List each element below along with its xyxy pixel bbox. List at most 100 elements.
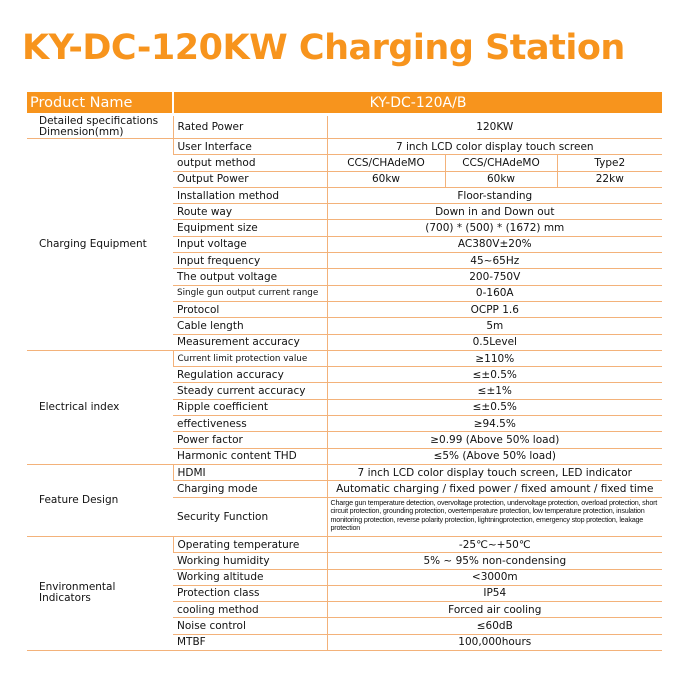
- spec-label: Rated Power: [172, 114, 327, 139]
- spec-label: Harmonic content THD: [173, 448, 327, 465]
- spec-value: AC380V±20%: [326, 236, 663, 254]
- spec-value: Floor-standing: [326, 187, 663, 205]
- spec-row: Regulation accuracy ≤±0.5%: [27, 366, 663, 384]
- spec-row: Route way Down in and Down out: [27, 203, 663, 221]
- spec-row: Environmental Indicators Operating temper…: [27, 536, 663, 651]
- spec-value: -25℃~+50℃: [326, 536, 663, 554]
- spec-label: Equipment size: [173, 219, 327, 237]
- spec-label: Route way: [173, 203, 327, 221]
- spec-row: Security Function Charge gun temperature …: [27, 497, 663, 537]
- spec-label: output method: [173, 154, 327, 172]
- spec-value: 60kw: [444, 171, 557, 188]
- spec-row: Protection class IP54: [27, 585, 663, 603]
- spec-value: Automatic charging / fixed power / fixed…: [326, 480, 663, 498]
- spec-value: ≤±0.5%: [326, 366, 663, 384]
- spec-label: Output Power: [173, 171, 327, 188]
- spec-value: 5m: [326, 317, 663, 335]
- spec-value: 120KW: [326, 114, 663, 139]
- spec-value: 60kw: [326, 171, 445, 188]
- spec-label: Noise control: [173, 617, 327, 635]
- spec-label: Ripple coefficient: [173, 399, 327, 417]
- spec-row: Harmonic content THD ≤5% (Above 50% load): [27, 448, 663, 465]
- spec-value: 7 inch LCD color display touch screen, L…: [326, 464, 663, 482]
- section-name-line: Dimension(mm): [39, 126, 124, 138]
- spec-label: The output voltage: [173, 268, 327, 286]
- section-name: Electrical index: [27, 350, 173, 465]
- spec-label: Input voltage: [173, 236, 327, 254]
- spec-row: Output Power 60kw 60kw 22kw: [27, 171, 663, 188]
- spec-value: CCS/CHAdeMO: [444, 154, 557, 172]
- spec-row: MTBF 100,000hours: [27, 634, 663, 651]
- spec-row: Charging mode Automatic charging / fixed …: [27, 480, 663, 498]
- spec-value: 5% ~ 95% non-condensing: [326, 552, 663, 570]
- spec-label: Protection class: [173, 585, 327, 603]
- spec-value: ≥94.5%: [326, 415, 663, 433]
- spec-row: Working altitude <3000m: [27, 569, 663, 586]
- header-value: KY-DC-120A/B: [171, 92, 663, 116]
- spec-row: Steady current accuracy ≤±1%: [27, 382, 663, 400]
- spec-label: Power factor: [173, 431, 327, 449]
- spec-row: Single gun output current range 0-160A: [27, 285, 663, 302]
- spec-label: Working altitude: [173, 569, 327, 586]
- spec-value: 100,000hours: [326, 634, 663, 651]
- spec-label: Cable length: [173, 317, 327, 335]
- spec-value: 200-750V: [326, 268, 663, 286]
- page-title: KY-DC-120KW Charging Station: [22, 28, 625, 68]
- spec-value: 0.5Level: [326, 334, 663, 351]
- spec-value: 0-160A: [326, 285, 663, 302]
- spec-label: Security Function: [173, 497, 327, 537]
- spec-row: output method CCS/CHAdeMO CCS/CHAdeMO Type2: [27, 154, 663, 172]
- spec-value: Type2: [556, 154, 663, 172]
- header-row: Product Name KY-DC-120A/B: [27, 92, 663, 116]
- section-name: Detailed specifications Dimension(mm): [27, 114, 173, 139]
- section-name-line: Feature Design: [39, 493, 119, 506]
- spec-row: Detailed specifications Dimension(mm) Rate…: [27, 114, 663, 139]
- spec-value: Down in and Down out: [326, 203, 663, 221]
- spec-value: ≤5% (Above 50% load): [326, 448, 663, 465]
- spec-row: Power factor ≥0.99 (Above 50% load): [27, 431, 663, 449]
- spec-value: (700) * (500) * (1672) mm: [326, 219, 663, 237]
- spec-row: Input voltage AC380V±20%: [27, 236, 663, 254]
- spec-row: Charging Equipment User Interface 7 inch L…: [27, 138, 663, 351]
- spec-row: cooling method Forced air cooling: [27, 601, 663, 619]
- spec-label: User Interface: [172, 138, 327, 156]
- spec-label: Working humidity: [173, 552, 327, 570]
- section-name-line: Environmental Indicators: [39, 581, 116, 605]
- spec-value: <3000m: [326, 569, 663, 586]
- spec-value: ≤±0.5%: [326, 399, 663, 417]
- spec-value: CCS/CHAdeMO: [326, 154, 445, 172]
- spec-table: Product Name KY-DC-120A/B Detailed speci…: [27, 92, 663, 651]
- spec-value: ≥0.99 (Above 50% load): [326, 431, 663, 449]
- section-name: Charging Equipment: [27, 138, 173, 351]
- spec-label: Charging mode: [173, 480, 327, 498]
- spec-value: IP54: [326, 585, 663, 603]
- spec-value: ≤±1%: [326, 382, 663, 400]
- section-name-line: Detailed specifications: [39, 115, 159, 127]
- spec-label: HDMI: [172, 464, 327, 482]
- spec-label: cooling method: [173, 601, 327, 619]
- spec-value: 7 inch LCD color display touch screen: [326, 138, 663, 156]
- spec-value: ≤60dB: [326, 617, 663, 635]
- spec-row: Input frequency 45~65Hz: [27, 252, 663, 270]
- spec-row: Noise control ≤60dB: [27, 617, 663, 635]
- spec-label: Current limit protection value: [172, 350, 327, 368]
- spec-row: Feature Design HDMI 7 inch LCD color displ…: [27, 464, 663, 537]
- spec-row: Cable length 5m: [27, 317, 663, 335]
- spec-row: Electrical index Current limit protection…: [27, 350, 663, 465]
- spec-row: Installation method Floor-standing: [27, 187, 663, 205]
- spec-row: Ripple coefficient ≤±0.5%: [27, 399, 663, 417]
- spec-label: MTBF: [173, 634, 327, 651]
- section-name-line: Charging Equipment: [39, 237, 147, 250]
- spec-label: Protocol: [173, 301, 327, 319]
- header-label: Product Name: [27, 92, 173, 116]
- section-name: Feature Design: [27, 464, 173, 537]
- section-name: Environmental Indicators: [27, 536, 173, 651]
- spec-value: 22kw: [556, 171, 663, 188]
- spec-label: Input frequency: [173, 252, 327, 270]
- spec-value: OCPP 1.6: [326, 301, 663, 319]
- spec-label: Regulation accuracy: [173, 366, 327, 384]
- spec-row: The output voltage 200-750V: [27, 268, 663, 286]
- spec-row: Measurement accuracy 0.5Level: [27, 334, 663, 351]
- spec-value: ≥110%: [326, 350, 663, 368]
